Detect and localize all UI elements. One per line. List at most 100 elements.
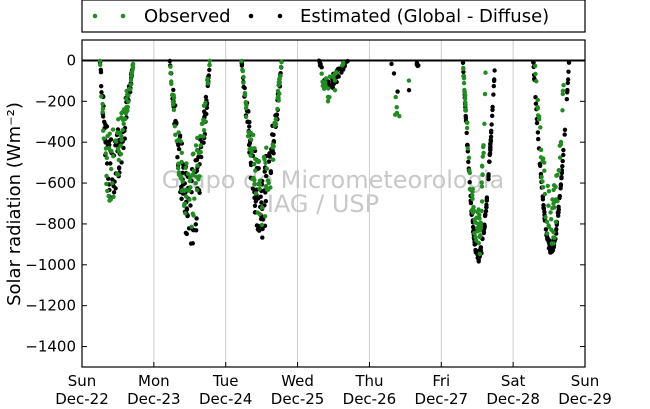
point-s0-d6-59 bbox=[549, 217, 554, 222]
x-tick-date-2: Dec-24 bbox=[199, 390, 253, 408]
point-s1-d5-75 bbox=[476, 257, 481, 262]
point-s0-d0-24 bbox=[111, 194, 116, 199]
point-s0-d2-11 bbox=[264, 145, 269, 150]
point-s0-d2-22 bbox=[278, 73, 283, 78]
point-s1-d6-21 bbox=[536, 136, 541, 142]
point-s0-d2-18 bbox=[253, 168, 258, 173]
point-s0-d0-63 bbox=[119, 134, 124, 139]
point-s0-d0-29 bbox=[128, 82, 133, 87]
plot-frame bbox=[81, 39, 586, 368]
point-s1-d5-111 bbox=[463, 116, 469, 121]
point-s1-d6-58 bbox=[564, 97, 569, 102]
point-s0-d6-44 bbox=[544, 219, 550, 224]
point-s1-d2-77 bbox=[269, 149, 274, 154]
point-s0-d0-41 bbox=[125, 104, 130, 110]
point-s0-d2-61 bbox=[252, 177, 257, 183]
point-s0-d2-42 bbox=[243, 114, 249, 120]
point-s0-d6-11 bbox=[538, 125, 543, 130]
point-s1-d0-82 bbox=[101, 114, 106, 119]
point-s0-d0-14 bbox=[126, 93, 131, 98]
point-s0-d6-4 bbox=[538, 147, 544, 153]
point-s0-d6-48 bbox=[534, 79, 539, 84]
point-s0-d2-55 bbox=[246, 130, 251, 135]
point-s1-d5-114 bbox=[489, 128, 494, 133]
point-s1-d1-54 bbox=[188, 241, 194, 246]
point-s0-d1-68 bbox=[196, 150, 202, 156]
point-s1-d0-70 bbox=[116, 165, 122, 170]
point-s1-d2-3 bbox=[264, 173, 269, 179]
point-s1-d1-35 bbox=[179, 196, 184, 201]
point-s0-d6-36 bbox=[546, 189, 552, 194]
watermark-line-1: Grupo de Micrometeorologia bbox=[162, 166, 504, 194]
point-s1-d2-106 bbox=[263, 199, 268, 204]
point-s0-d1-75 bbox=[190, 172, 195, 178]
point-s0-d1-45 bbox=[196, 177, 201, 182]
point-s0-d5-18 bbox=[478, 226, 483, 231]
point-s0-d1-56 bbox=[205, 80, 211, 86]
point-s0-d5-64 bbox=[465, 146, 470, 151]
point-s1-d5-23 bbox=[489, 122, 494, 127]
point-s0-d6-20 bbox=[545, 231, 550, 236]
point-s0-d0-45 bbox=[107, 198, 112, 203]
point-s0-d5-43 bbox=[477, 234, 482, 240]
point-s1-d1-7 bbox=[175, 155, 180, 160]
x-tick-date-4: Dec-26 bbox=[343, 390, 397, 408]
y-tick-label-3: −600 bbox=[35, 174, 76, 192]
x-tick-date-0: Dec-22 bbox=[55, 390, 109, 408]
point-s0-d5-61 bbox=[482, 121, 487, 127]
point-s0-d1-78 bbox=[176, 172, 182, 177]
point-s0-d0-49 bbox=[104, 181, 109, 187]
point-s0-d1-19 bbox=[173, 132, 178, 137]
point-s0-d6-12 bbox=[560, 91, 565, 97]
point-s1-d6-15 bbox=[566, 69, 571, 74]
point-s1-d0-80 bbox=[103, 140, 108, 145]
point-s0-d1-65 bbox=[198, 133, 203, 139]
legend-marker-estimated-1 bbox=[248, 13, 254, 19]
point-s1-d0-50 bbox=[113, 143, 118, 148]
point-s1-d1-23 bbox=[194, 216, 199, 221]
point-s0-d6-39 bbox=[540, 185, 546, 190]
point-s0-d6-42 bbox=[560, 108, 565, 113]
x-tick-date-6: Dec-28 bbox=[486, 390, 540, 408]
point-s0-d2-52 bbox=[257, 186, 262, 191]
y-tick-label-2: −400 bbox=[35, 133, 76, 151]
point-s0-d5-32 bbox=[463, 100, 468, 105]
point-s1-d5-59 bbox=[467, 180, 472, 185]
point-s0-d5-30 bbox=[470, 196, 475, 201]
point-s0-d1-15 bbox=[183, 211, 188, 216]
x-tick-date-3: Dec-25 bbox=[271, 390, 325, 408]
point-s1-d6-63 bbox=[562, 132, 567, 137]
point-s0-d2-31 bbox=[277, 77, 282, 82]
point-s0-d1-37 bbox=[171, 107, 177, 113]
point-s1-d2-2 bbox=[253, 199, 258, 204]
y-ticks: 0 −200 −400 −600 −800 −1000 −1200 −1400 bbox=[25, 51, 585, 356]
point-s0-d2-65 bbox=[278, 64, 284, 70]
point-s0-d2-74 bbox=[265, 187, 271, 192]
point-s0-d6-17 bbox=[533, 63, 538, 69]
point-s1-d1-67 bbox=[183, 230, 189, 236]
point-s0-d1-6 bbox=[172, 124, 177, 129]
point-s0-d0-61 bbox=[104, 173, 109, 179]
point-s1-d6-52 bbox=[535, 130, 541, 135]
legend-box bbox=[81, 0, 586, 33]
point-s0-d2-40 bbox=[272, 120, 277, 126]
point-s1-d5-90 bbox=[488, 138, 494, 144]
point-s0-d6-6 bbox=[542, 191, 548, 197]
point-s0-d0-55 bbox=[113, 138, 118, 143]
point-s0-d1-63 bbox=[194, 187, 200, 193]
point-s1-d5-110 bbox=[486, 174, 491, 179]
point-s1-d5-45 bbox=[490, 113, 495, 119]
point-s0-d5-54 bbox=[480, 164, 485, 169]
point-s0-d5-44 bbox=[475, 229, 480, 234]
point-s1-d1-99 bbox=[176, 146, 182, 152]
y-tick-label-0: 0 bbox=[66, 51, 76, 69]
point-s0-d2-70 bbox=[264, 166, 269, 171]
x-tick-day-6: Sat bbox=[501, 372, 526, 390]
point-s1-d6-99 bbox=[533, 101, 539, 106]
point-s0-d6-29 bbox=[560, 88, 566, 94]
point-s0-d2-79 bbox=[243, 100, 248, 105]
point-s0-d4-0 bbox=[397, 114, 402, 119]
point-s0-d5-22 bbox=[461, 76, 467, 81]
point-s0-d1-62 bbox=[193, 143, 199, 148]
